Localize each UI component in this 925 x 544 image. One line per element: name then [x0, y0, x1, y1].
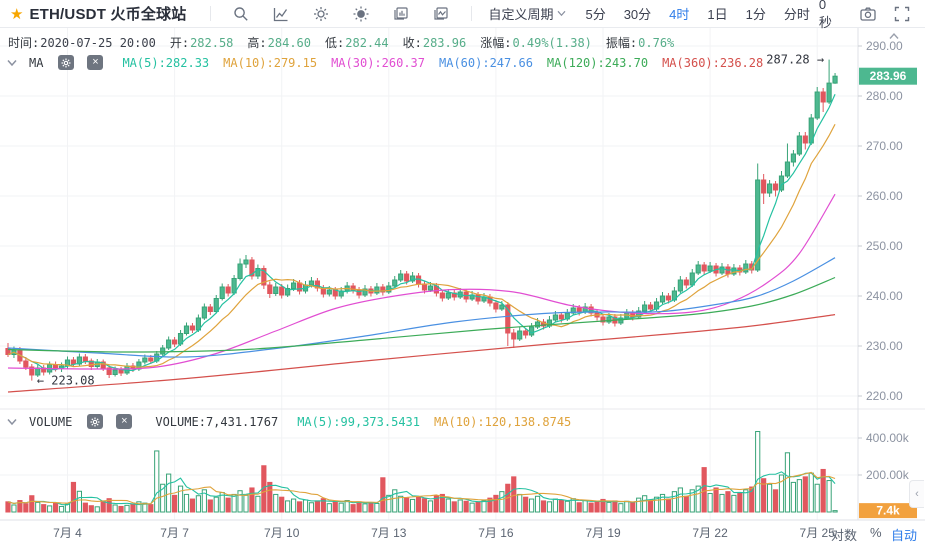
indicator-chart-icon[interactable] — [272, 5, 290, 23]
indicator-value: MA(120):243.70 — [546, 55, 649, 70]
period-tabs: 5分 30分 4时 1日 1分 分时 — [576, 4, 818, 23]
svg-text:7月 22: 7月 22 — [692, 526, 728, 540]
ma-settings-button[interactable] — [58, 55, 75, 70]
indicator-value: MA(60):247.66 — [439, 55, 533, 70]
svg-text:287.28 →: 287.28 → — [766, 53, 824, 67]
custom-period-dropdown[interactable]: 自定义周期 — [488, 4, 566, 23]
candles — [5, 59, 838, 381]
toolbar-right: 0秒 — [819, 0, 917, 31]
svg-text:400.00k: 400.00k — [866, 431, 910, 445]
fullscreen-icon[interactable] — [893, 5, 911, 23]
camera-snapshot-icon[interactable] — [859, 5, 877, 23]
price-annotations: 287.28 → ← 223.08 — [37, 53, 824, 388]
axis-labels: 290.00 280.00 270.00 260.00 250.00 240.00 230.… — [53, 39, 910, 540]
svg-text:7月 4: 7月 4 — [53, 526, 82, 540]
percent-scale-toggle[interactable]: % — [870, 525, 882, 540]
period-tab-1日[interactable]: 1日 — [707, 7, 728, 22]
svg-text:280.00: 280.00 — [866, 89, 903, 103]
pair-title: ETH/USDT 火币全球站 — [29, 6, 187, 23]
indicator-value: MA(30):260.37 — [331, 55, 425, 70]
ohlc-item: 振幅:0.76% — [605, 36, 675, 50]
indicator-value: MA(360):236.28 — [662, 55, 764, 70]
svg-text:250.00: 250.00 — [866, 239, 903, 253]
svg-text:7月 7: 7月 7 — [160, 526, 189, 540]
ma-indicator-bar: MA × MA(5):282.33 MA(10):279.15 MA(30):260… — [6, 55, 763, 70]
indicator-value: MA(10):120,138.8745 — [434, 414, 572, 429]
ma-lines — [7, 94, 836, 393]
axis-lines — [0, 28, 925, 521]
svg-text:200.00k: 200.00k — [866, 468, 910, 482]
ma-values: MA(5):282.33 MA(10):279.15 MA(30):260.37 MA… — [122, 56, 763, 70]
indicator-value: MA(5):99,373.5431 — [297, 414, 421, 429]
auto-scale-toggle[interactable]: 自动 — [891, 528, 918, 543]
volume-ma-values: MA(5):99,373.5431 MA(10):120,138.8745 — [297, 415, 571, 429]
volume-close-button[interactable]: × — [116, 414, 133, 429]
ohlc-item: 开:282.58 — [169, 36, 234, 50]
panel-collapse-tab[interactable]: ‹ — [909, 480, 924, 508]
svg-text:7月 10: 7月 10 — [264, 526, 300, 540]
collapse-chevron-icon[interactable] — [6, 418, 18, 426]
ma-close-button[interactable]: × — [87, 55, 104, 70]
volume-title: VOLUME — [29, 414, 73, 429]
ma-title: MA — [29, 55, 44, 70]
svg-text:240.00: 240.00 — [866, 289, 903, 303]
svg-text:220.00: 220.00 — [866, 389, 903, 403]
gear-icon — [61, 58, 71, 67]
period-tab-5分[interactable]: 5分 — [585, 7, 606, 22]
search-icon[interactable] — [232, 5, 250, 23]
grid-lines — [0, 28, 858, 520]
chevron-left-icon: ‹ — [915, 488, 919, 500]
svg-text:7月 13: 7月 13 — [371, 526, 407, 540]
axis-collapse-chevron-up-icon[interactable] — [888, 32, 900, 41]
chart-region: 290.00 280.00 270.00 260.00 250.00 240.00 230.… — [0, 28, 925, 544]
volume-bars — [5, 431, 838, 513]
settings-gear-icon[interactable] — [312, 5, 330, 23]
toolbar: ★ ETH/USDT 火币全球站 自定义周期 5分 30分 4时 1日 1分 分时 0秒 — [0, 0, 925, 31]
period-tab-1分[interactable]: 1分 — [745, 7, 766, 22]
theme-brightness-icon[interactable] — [352, 5, 370, 23]
ohlc-item: 收:283.96 — [402, 36, 467, 50]
ohlc-item: 低:282.44 — [325, 36, 389, 50]
close-icon: × — [121, 415, 128, 427]
svg-text:283.96: 283.96 — [870, 69, 907, 83]
svg-text:260.00: 260.00 — [866, 189, 903, 203]
volume-ma-lines — [7, 471, 836, 506]
indicator-value: MA(5):282.33 — [122, 55, 210, 70]
period-tab-分时[interactable]: 分时 — [783, 7, 810, 22]
volume-settings-button[interactable] — [87, 414, 104, 429]
kline-chart-canvas[interactable]: 290.00 280.00 270.00 260.00 250.00 240.00 230.… — [0, 28, 925, 544]
countdown-timer: 0秒 — [818, 0, 832, 30]
chevron-down-icon — [558, 10, 566, 17]
svg-text:230.00: 230.00 — [866, 339, 903, 353]
svg-text:270.00: 270.00 — [866, 139, 903, 153]
divider — [210, 6, 212, 21]
overlay-wave-icon[interactable] — [432, 5, 450, 23]
log-scale-toggle[interactable]: 对数 — [831, 528, 858, 543]
svg-text:290.00: 290.00 — [866, 39, 903, 53]
svg-text:7.4k: 7.4k — [876, 504, 900, 518]
svg-text:7月 25: 7月 25 — [800, 526, 836, 540]
ohlc-item: 涨幅:0.49%(1.38) — [480, 36, 592, 50]
ohlc-info-bar: 时间:2020-07-25 20:00 开:282.58 高:284.60 低:282… — [8, 34, 674, 51]
compare-panels-icon[interactable] — [392, 5, 410, 23]
svg-text:7月 19: 7月 19 — [585, 526, 621, 540]
volume-indicator-bar: VOLUME × VOLUME:7,431.1767 MA(5):99,373.… — [6, 414, 571, 429]
favorite-star-icon[interactable]: ★ — [10, 5, 24, 23]
period-tab-4时[interactable]: 4时 — [669, 7, 690, 22]
svg-text:← 223.08: ← 223.08 — [37, 374, 95, 388]
volume-current-value: VOLUME:7,431.1767 — [155, 414, 279, 429]
divider — [471, 6, 473, 21]
gear-icon — [90, 417, 100, 426]
close-icon: × — [92, 56, 99, 68]
collapse-chevron-icon[interactable] — [6, 59, 18, 67]
ohlc-item: 高:284.60 — [247, 36, 312, 50]
svg-text:7月 16: 7月 16 — [478, 526, 514, 540]
indicator-value: MA(10):279.15 — [223, 55, 318, 70]
ohlc-item: 时间:2020-07-25 20:00 — [8, 36, 156, 50]
period-tab-30分[interactable]: 30分 — [623, 7, 652, 22]
axis-badges: 283.96 7.4k — [859, 67, 917, 519]
